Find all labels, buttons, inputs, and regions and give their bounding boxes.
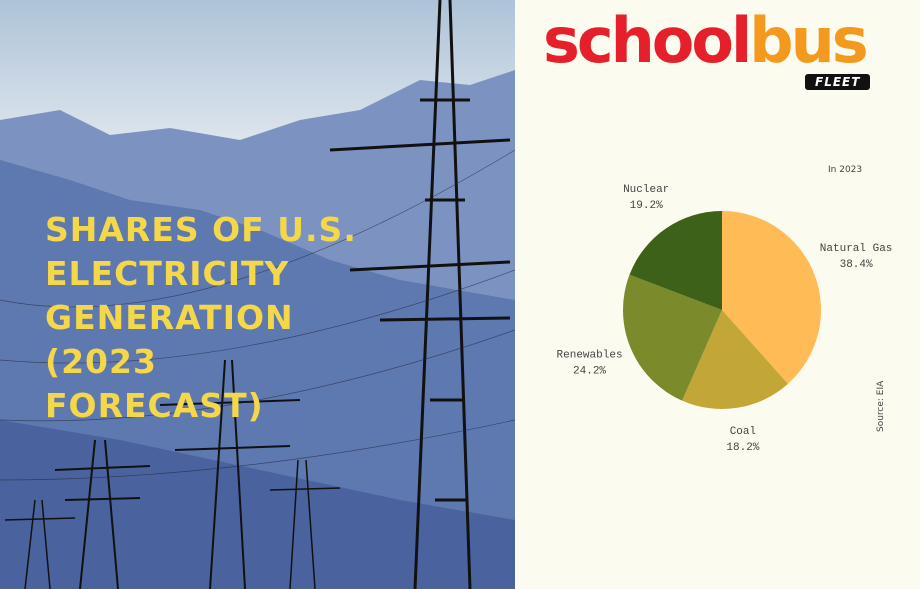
- pie-slice: [623, 274, 722, 401]
- pie-slice: [722, 211, 821, 384]
- source: Source: EIA: [876, 380, 886, 432]
- chart-subtitle: In 2023: [828, 165, 862, 175]
- slice-value-label: 19.2%: [630, 200, 663, 212]
- logo: schoolbus: [543, 4, 869, 77]
- logo-text: school: [543, 4, 752, 77]
- slice-label: Coal: [730, 426, 756, 438]
- slice-label: Nuclear: [623, 184, 669, 196]
- pie-slice: [682, 310, 788, 409]
- slice-value-label: 38.4%: [840, 259, 873, 271]
- logo-text: bus: [749, 4, 868, 77]
- slice-value-label: 18.2%: [726, 442, 759, 454]
- logo-subtext: FLEET: [805, 74, 871, 90]
- background-photo: [0, 0, 515, 589]
- slice-label: Natural Gas: [820, 243, 893, 255]
- pie-slice: [629, 211, 722, 310]
- slice-value-label: 24.2%: [573, 365, 606, 377]
- slice-label: Renewables: [557, 349, 623, 361]
- chart-title: SHARES OF U.S. ELECTRICITY GENERATION (2…: [45, 210, 357, 425]
